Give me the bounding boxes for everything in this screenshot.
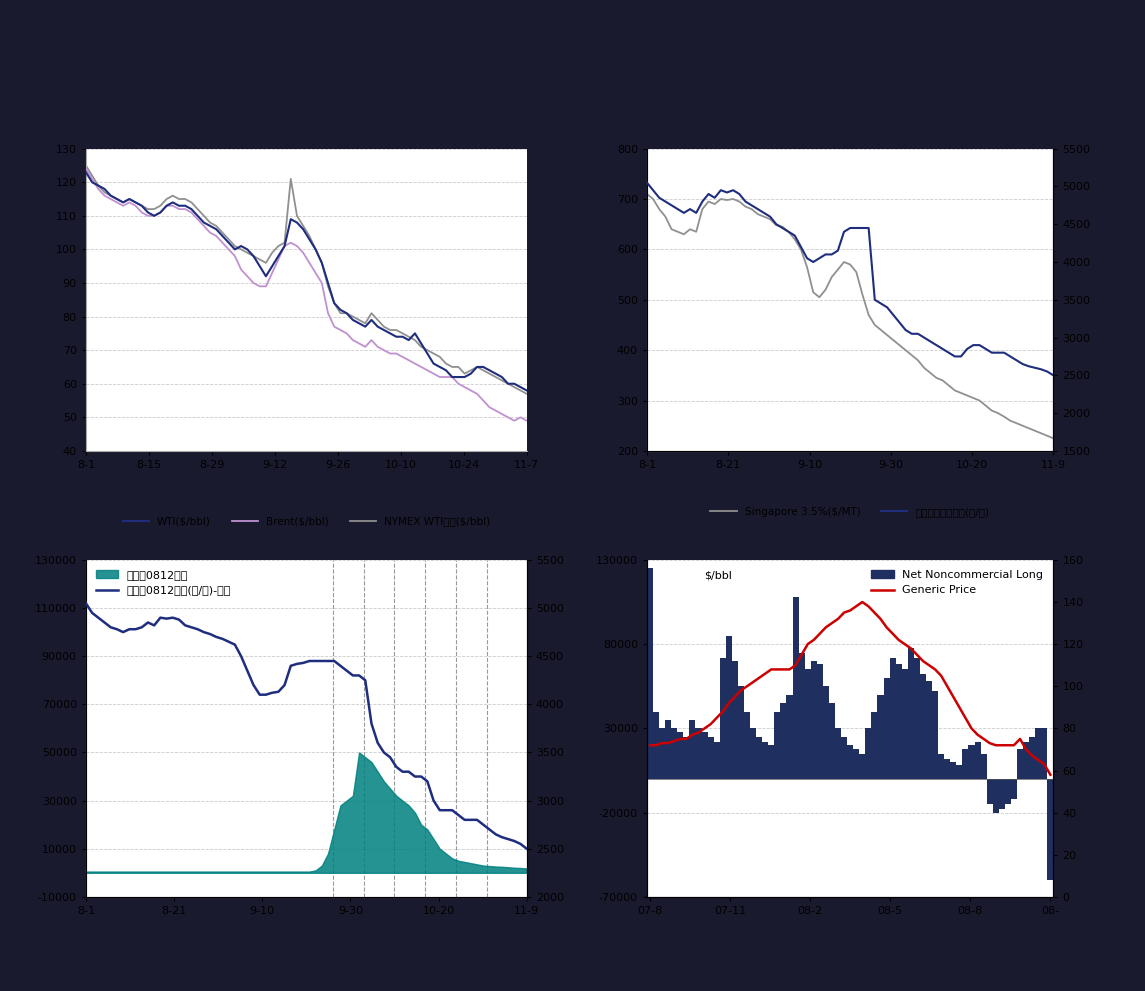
Text: $/bbl: $/bbl <box>704 570 732 580</box>
Bar <box>781 704 787 779</box>
Bar <box>926 681 932 779</box>
Bar <box>842 737 847 779</box>
Bar <box>945 759 950 779</box>
Bar <box>895 664 902 779</box>
Bar <box>816 664 823 779</box>
Bar <box>684 737 689 779</box>
Legend: Singapore 3.5%($/MT), 上期所燃料油连续(元/吨): Singapore 3.5%($/MT), 上期所燃料油连续(元/吨) <box>706 502 994 521</box>
Bar <box>993 779 998 813</box>
Bar <box>756 737 763 779</box>
Bar <box>713 742 720 779</box>
Bar <box>847 745 853 779</box>
Bar <box>914 658 919 779</box>
Bar <box>763 742 768 779</box>
Bar <box>792 597 798 779</box>
Bar <box>671 728 677 779</box>
Bar <box>980 753 987 779</box>
Bar <box>660 728 665 779</box>
Bar <box>932 692 938 779</box>
Bar <box>798 652 805 779</box>
Bar <box>702 731 708 779</box>
Legend: Net Noncommercial Long, Generic Price: Net Noncommercial Long, Generic Price <box>867 566 1048 600</box>
Bar <box>720 658 726 779</box>
Bar <box>1005 779 1011 805</box>
Bar <box>732 661 737 779</box>
Bar <box>956 765 963 779</box>
Bar <box>1024 742 1029 779</box>
Bar <box>998 779 1005 810</box>
Bar <box>884 678 890 779</box>
Bar <box>866 728 871 779</box>
Bar <box>938 753 945 779</box>
Bar <box>877 695 884 779</box>
Bar <box>647 568 653 779</box>
Bar <box>1048 779 1053 880</box>
Bar <box>890 658 895 779</box>
Bar <box>829 704 835 779</box>
Bar <box>805 670 811 779</box>
Bar <box>1029 737 1035 779</box>
Bar <box>665 719 671 779</box>
Bar <box>750 728 756 779</box>
Bar <box>823 686 829 779</box>
Bar <box>708 737 713 779</box>
Bar <box>871 712 877 779</box>
Bar <box>902 670 908 779</box>
Bar <box>1017 748 1024 779</box>
Bar <box>774 712 781 779</box>
Bar <box>1035 728 1041 779</box>
Bar <box>695 728 702 779</box>
Bar <box>919 675 926 779</box>
Bar <box>653 712 660 779</box>
Bar <box>835 728 842 779</box>
Bar <box>768 745 774 779</box>
Bar <box>677 731 684 779</box>
Bar <box>787 695 792 779</box>
Bar <box>974 742 980 779</box>
Bar <box>1041 728 1048 779</box>
Bar <box>811 661 816 779</box>
Bar <box>1011 779 1017 799</box>
Bar <box>726 636 732 779</box>
Legend: 燃料油0812持仓, 燃料油0812价格(元/吨)-右轴: 燃料油0812持仓, 燃料油0812价格(元/吨)-右轴 <box>92 566 236 600</box>
Bar <box>689 719 695 779</box>
Bar <box>987 779 993 805</box>
Bar <box>908 647 914 779</box>
Bar <box>963 748 969 779</box>
Bar <box>737 686 744 779</box>
Bar <box>950 762 956 779</box>
Bar <box>744 712 750 779</box>
Bar <box>859 753 866 779</box>
Bar <box>969 745 974 779</box>
Legend: WTI($/bbl), Brent($/bbl), NYMEX WTI连续($/bbl): WTI($/bbl), Brent($/bbl), NYMEX WTI连续($/… <box>118 512 495 530</box>
Bar <box>853 748 859 779</box>
